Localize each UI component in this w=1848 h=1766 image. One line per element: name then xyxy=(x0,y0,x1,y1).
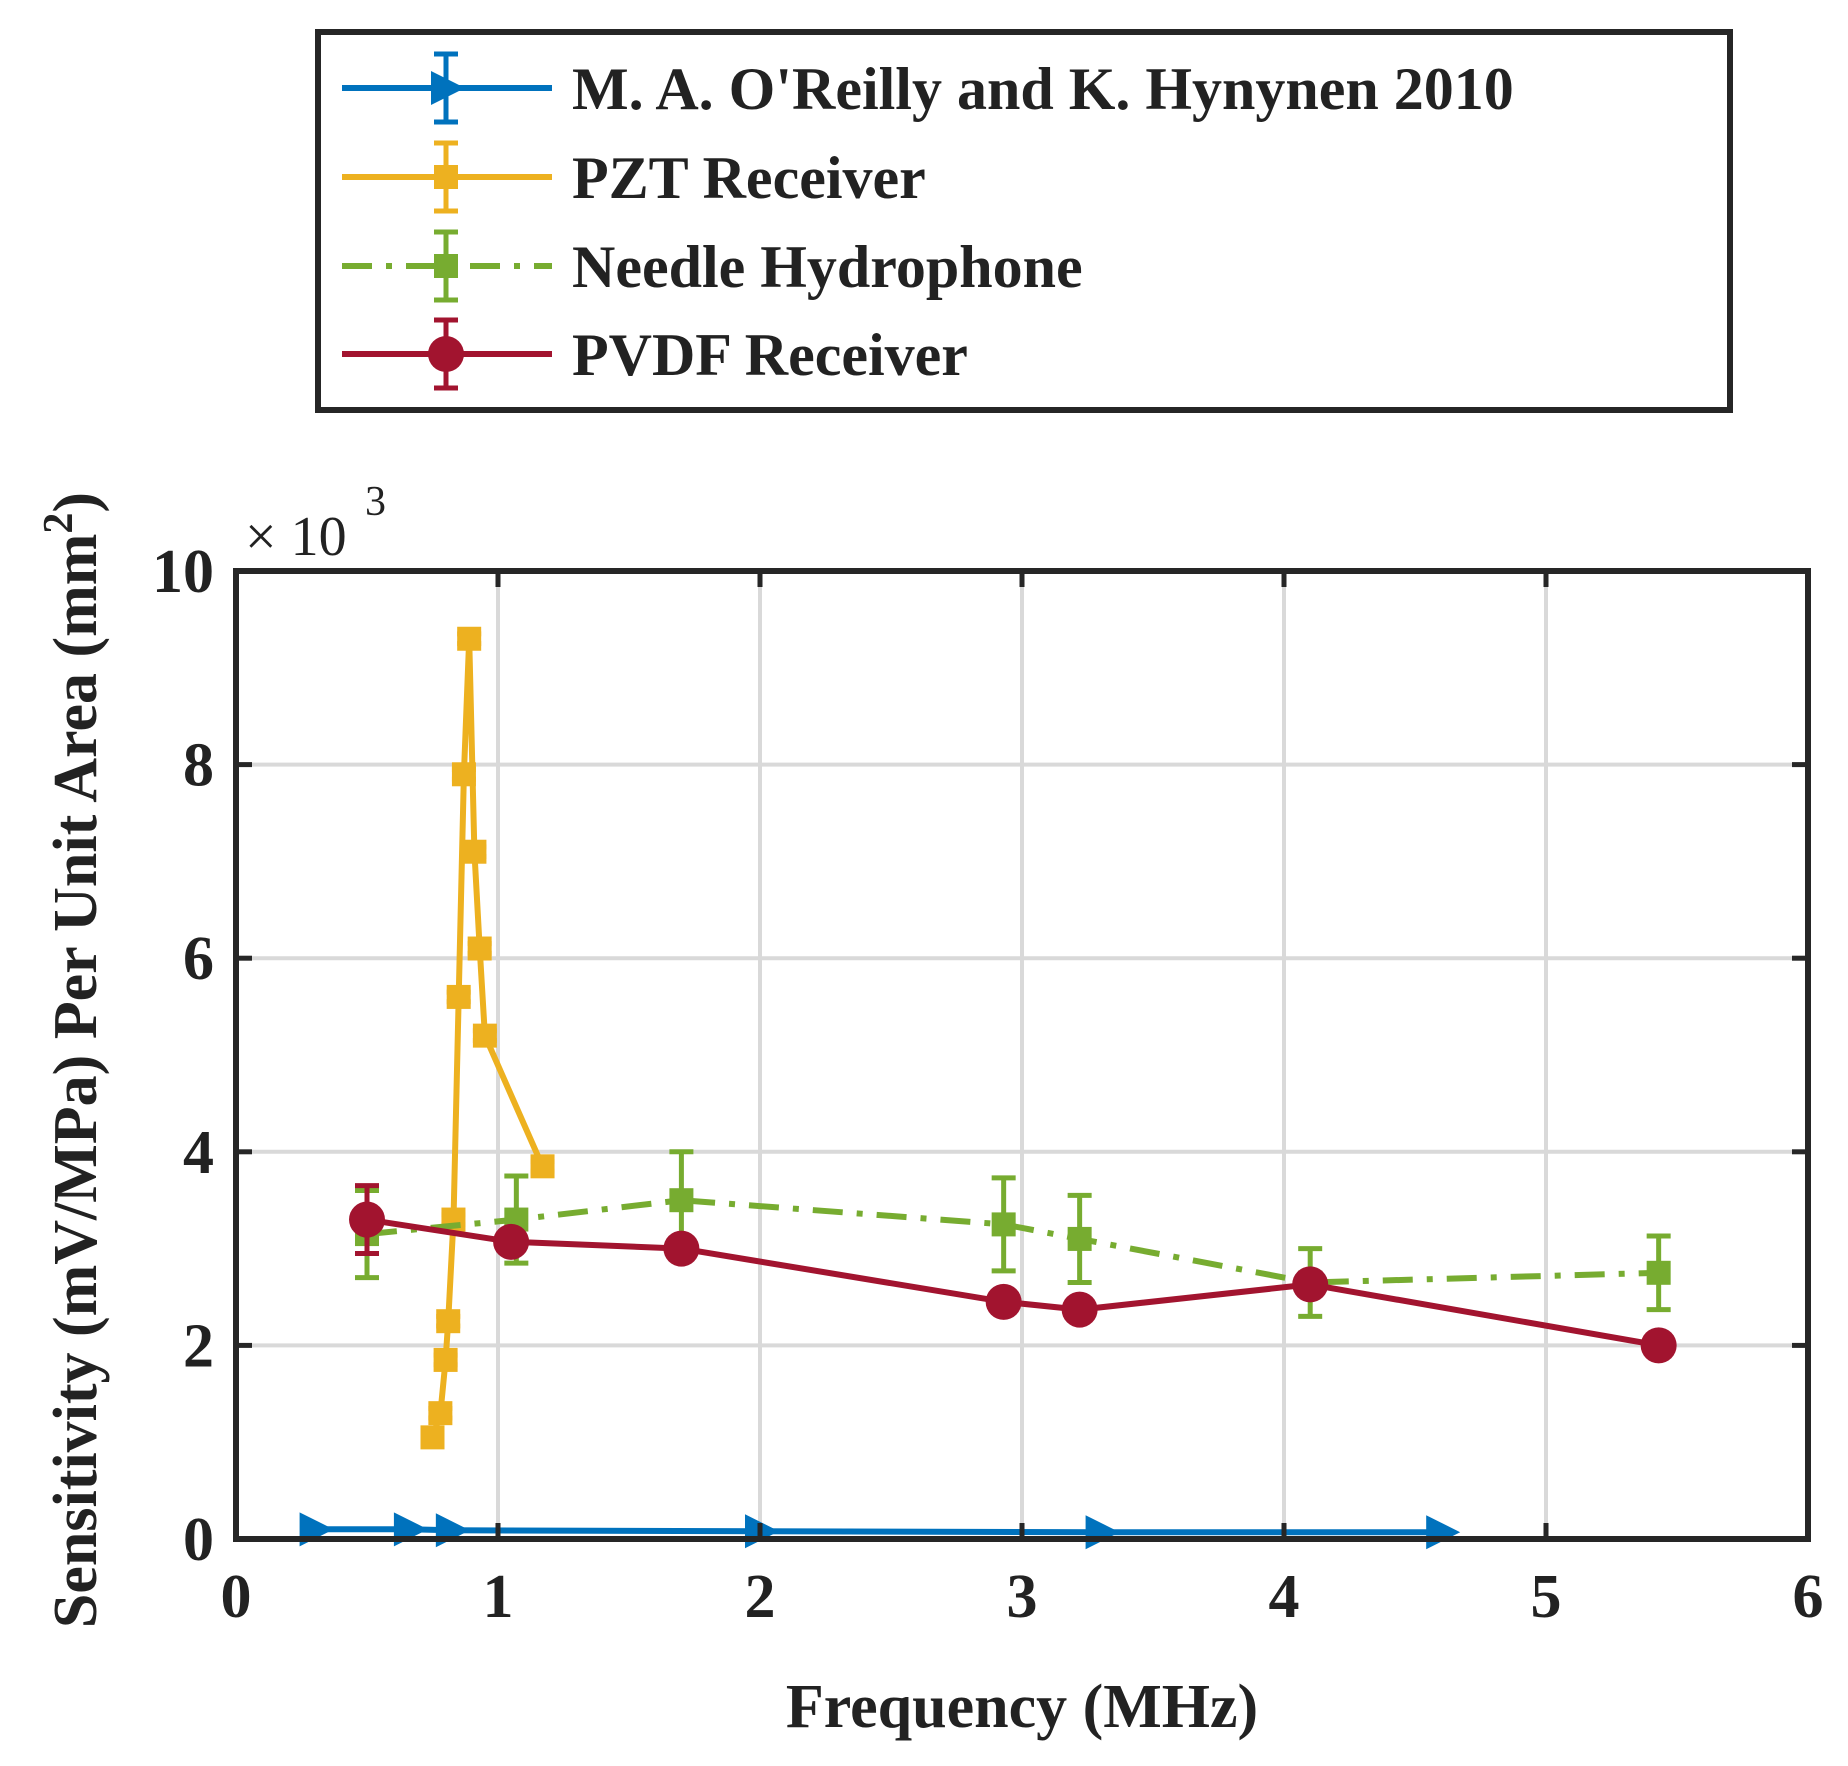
y-multiplier-prefix: × 10 xyxy=(245,506,347,568)
y-tick-label: 2 xyxy=(183,1312,214,1380)
pzt-receiver-marker xyxy=(457,626,482,651)
pzt-receiver-marker xyxy=(428,1401,453,1426)
pzt-receiver-series xyxy=(420,626,555,1450)
needle-hydrophone-marker xyxy=(1646,1260,1671,1285)
x-tick-label: 0 xyxy=(221,1563,252,1631)
oreilly-hynynen-marker xyxy=(435,1513,470,1548)
pvdf-receiver-marker xyxy=(349,1201,385,1238)
pzt-receiver-marker xyxy=(472,1023,497,1048)
legend-label: PZT Receiver xyxy=(572,145,926,211)
needle-hydrophone-marker xyxy=(669,1188,694,1213)
pvdf-receiver-marker xyxy=(1292,1266,1329,1303)
x-tick-label: 2 xyxy=(745,1563,776,1631)
pvdf-receiver-marker xyxy=(663,1230,700,1267)
axis-ticks: 0 1 2 3 4 5 6 0 2 4 6 8 10 xyxy=(152,538,1824,1631)
pvdf-receiver-marker xyxy=(985,1283,1022,1320)
pvdf-receiver-series xyxy=(349,1183,1677,1364)
pzt-receiver-marker xyxy=(420,1425,445,1450)
y-axis-title-suffix: ) xyxy=(42,492,110,513)
pvdf-receiver-line xyxy=(366,1216,1660,1349)
legend: M. A. O'Reilly and K. Hynynen 2010 PZT Re… xyxy=(315,29,1733,413)
x-tick-label: 5 xyxy=(1531,1563,1562,1631)
oreilly-hynynen-marker xyxy=(1426,1515,1461,1550)
x-tick-label: 3 xyxy=(1007,1563,1038,1631)
y-tick-label: 8 xyxy=(183,732,214,800)
pzt-receiver-marker xyxy=(467,936,492,961)
y-multiplier-exponent: 3 xyxy=(365,479,386,525)
pzt-receiver-marker xyxy=(530,1154,555,1179)
needle-hydrophone-marker xyxy=(991,1212,1016,1237)
pvdf-receiver-marker xyxy=(1640,1327,1677,1364)
y-tick-label: 4 xyxy=(183,1119,214,1187)
y-axis-title-main: Sensitivity (mV/MPa) Per Unit Area (mm xyxy=(42,534,110,1629)
pzt-receiver-marker xyxy=(436,1309,461,1334)
y-axis-title: Sensitivity (mV/MPa) Per Unit Area (mm2) xyxy=(36,492,110,1628)
x-tick-label: 1 xyxy=(483,1563,514,1631)
y-multiplier: × 10 3 xyxy=(245,479,386,568)
grid-lines xyxy=(236,571,1808,1539)
legend-swatch-marker xyxy=(431,71,465,105)
legend-swatch-marker xyxy=(434,254,458,278)
legend-box xyxy=(315,29,1733,413)
legend-item-oreilly-hynynen: M. A. O'Reilly and K. Hynynen 2010 xyxy=(342,51,1514,125)
x-axis-title: Frequency (MHz) xyxy=(786,1673,1258,1741)
pvdf-receiver-marker xyxy=(493,1223,530,1260)
legend-label: PVDF Receiver xyxy=(572,322,968,388)
y-axis-title-superscript: 2 xyxy=(36,513,82,534)
pzt-receiver-marker xyxy=(433,1347,458,1372)
legend-item-needle-hydrophone: Needle Hydrophone xyxy=(342,229,1083,303)
y-tick-label: 10 xyxy=(152,538,214,606)
legend-item-pvdf-receiver: PVDF Receiver xyxy=(342,317,968,391)
legend-label: M. A. O'Reilly and K. Hynynen 2010 xyxy=(572,56,1514,122)
pzt-receiver-marker xyxy=(462,839,487,864)
legend-swatch-marker xyxy=(434,165,458,189)
legend-item-pzt-receiver: PZT Receiver xyxy=(342,140,926,214)
oreilly-hynynen-line xyxy=(314,1526,1442,1536)
legend-label: Needle Hydrophone xyxy=(572,234,1083,300)
y-tick-label: 6 xyxy=(183,925,214,993)
oreilly-hynynen-marker xyxy=(1085,1515,1120,1550)
needle-hydrophone-marker xyxy=(1067,1226,1092,1251)
pvdf-receiver-marker xyxy=(1061,1291,1098,1328)
pzt-receiver-marker xyxy=(451,762,476,787)
legend-swatch-marker xyxy=(428,336,464,372)
y-tick-label: 0 xyxy=(183,1506,214,1574)
x-tick-label: 4 xyxy=(1269,1563,1300,1631)
pzt-receiver-marker xyxy=(446,984,471,1009)
series-layer xyxy=(299,626,1677,1550)
x-tick-label: 6 xyxy=(1793,1563,1824,1631)
